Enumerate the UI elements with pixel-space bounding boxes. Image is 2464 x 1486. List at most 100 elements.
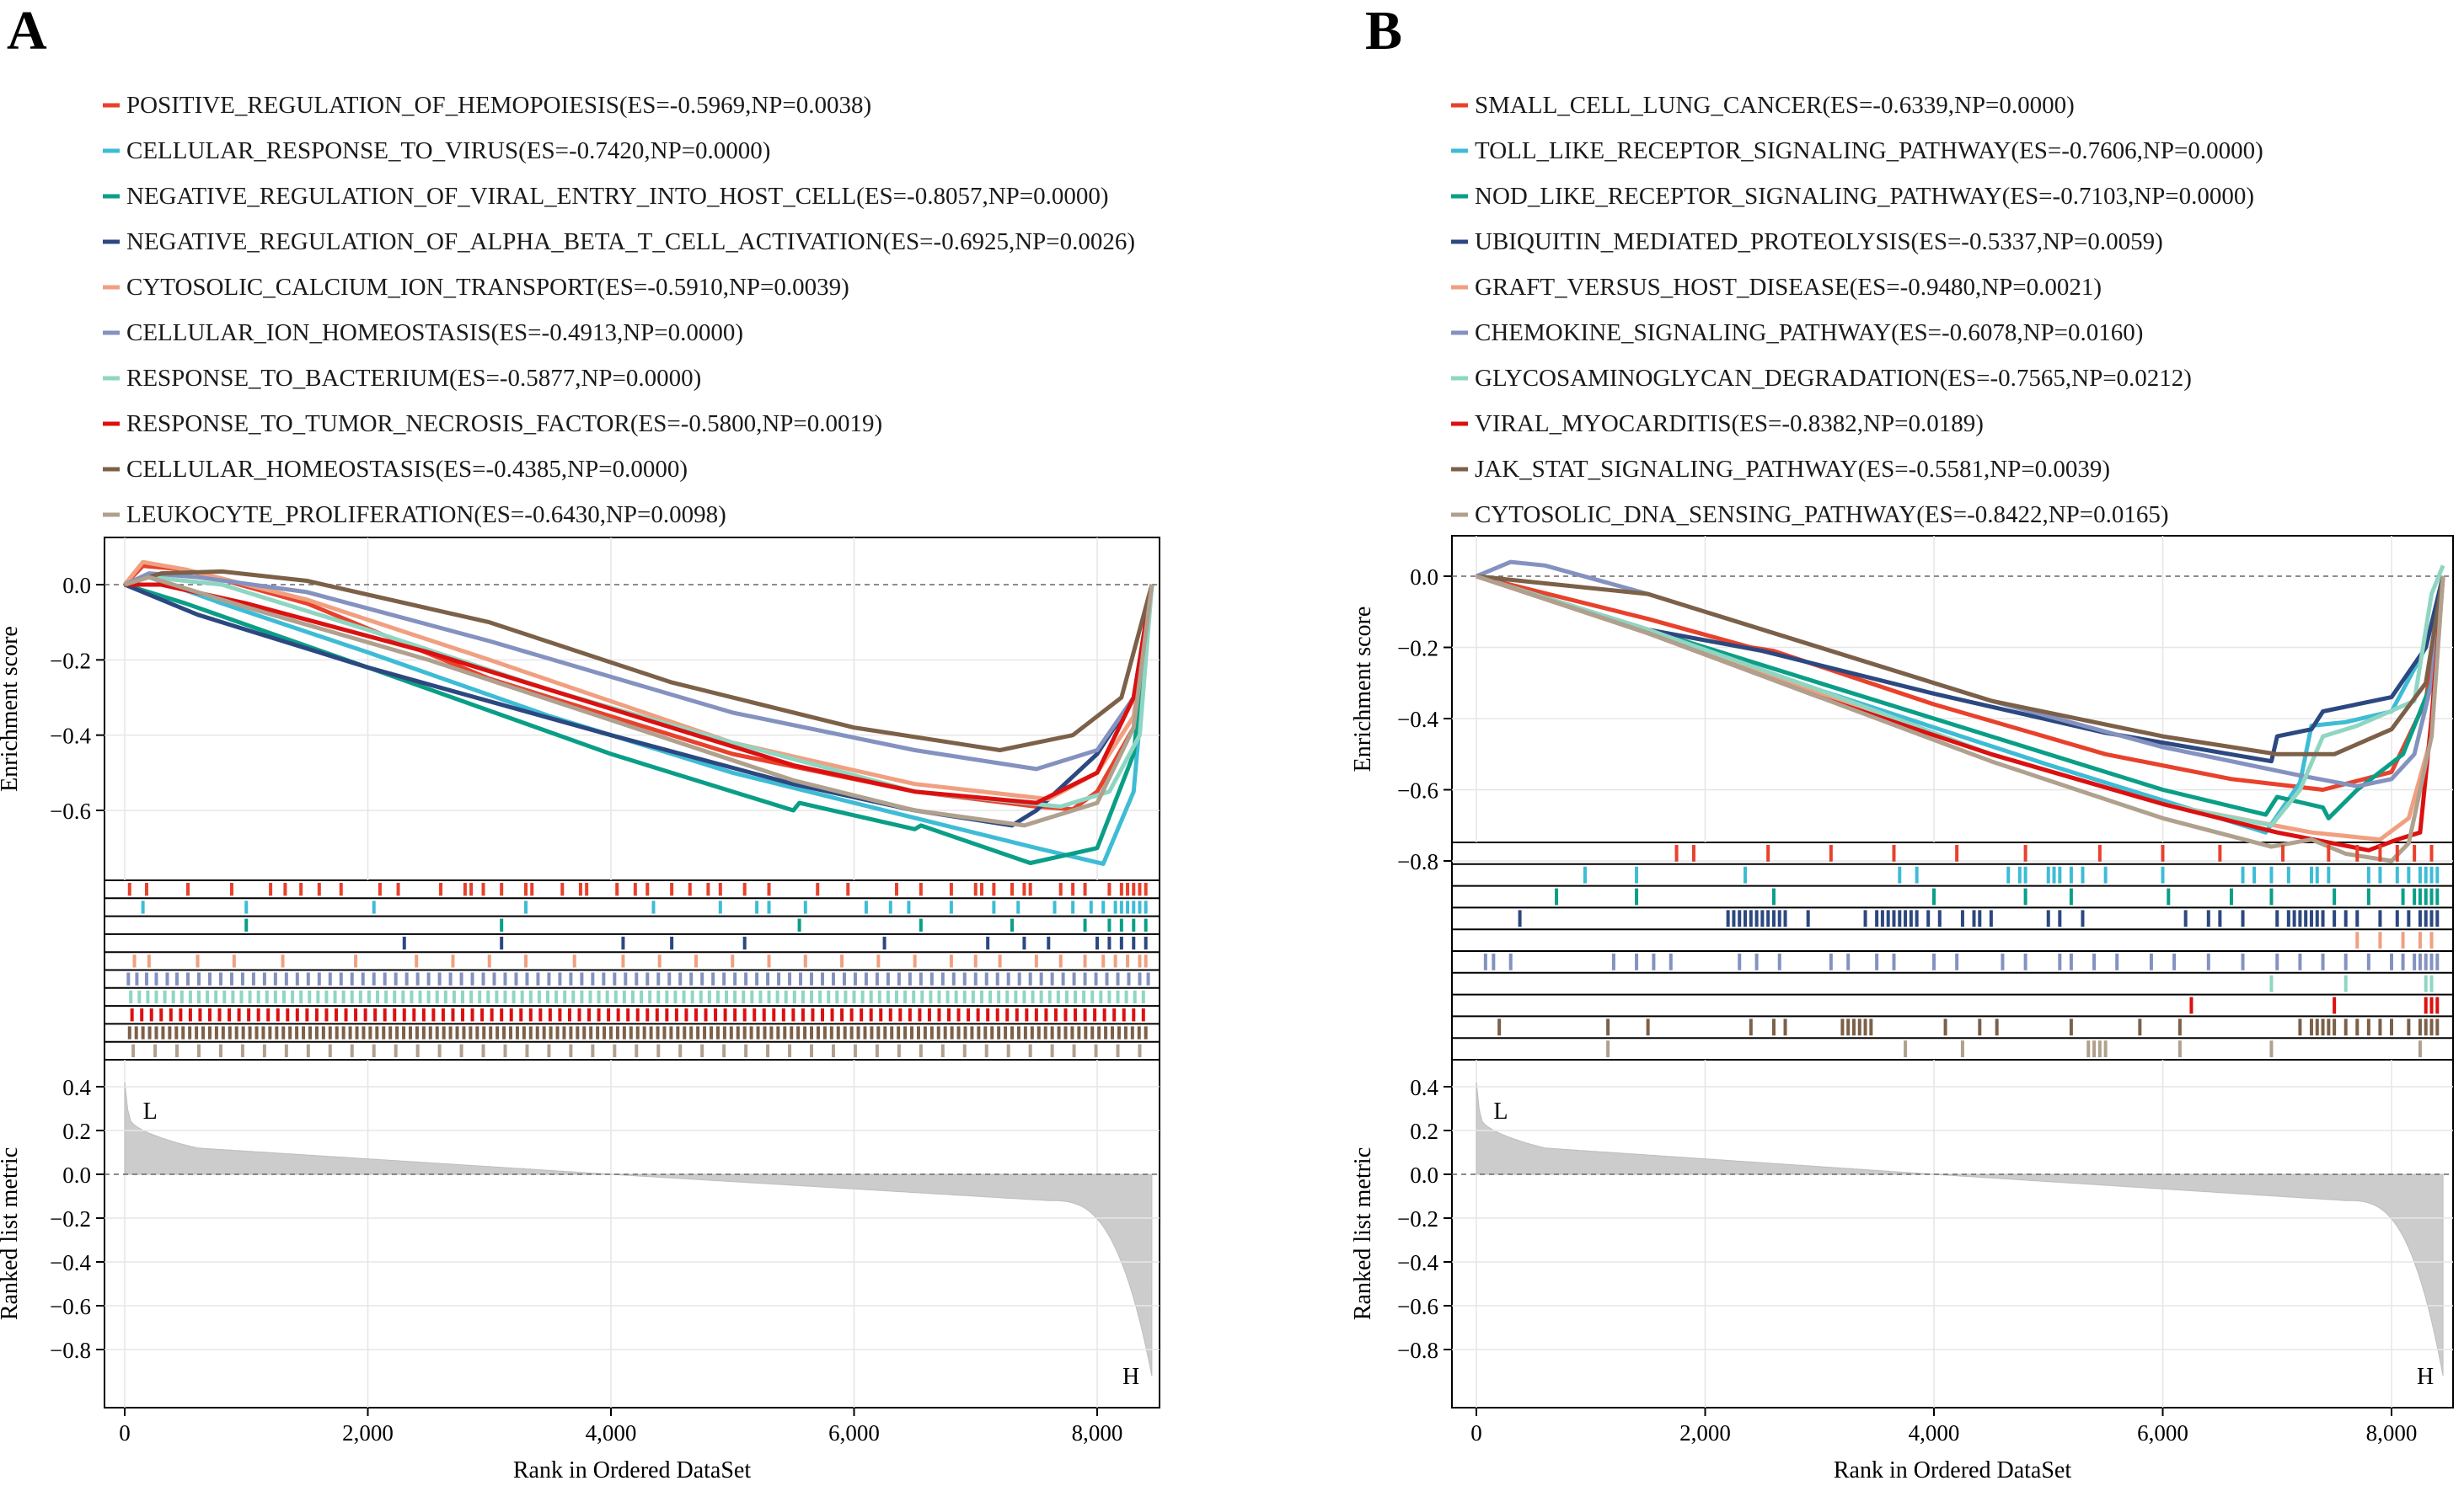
hit-mark-10: [525, 1044, 529, 1057]
hit-mark-8: [898, 1008, 903, 1022]
hit-mark-2: [2315, 866, 2319, 884]
hit-mark-4: [2298, 910, 2302, 927]
hit-mark-6: [2172, 954, 2177, 970]
hit-mark-8: [383, 1008, 387, 1022]
hit-mark-6: [503, 972, 507, 986]
hit-mark-8: [947, 1008, 951, 1022]
hit-mark-2: [1053, 901, 1057, 914]
legend-entry-9: JAK_STAT_SIGNALING_PATHWAY(ES=-0.5581,NP…: [1475, 456, 2110, 483]
hit-mark-9: [1117, 1026, 1121, 1040]
hit-mark-9: [1077, 1026, 1081, 1040]
hit-mark-7: [1133, 990, 1137, 1004]
hit-mark-6: [1028, 972, 1032, 986]
hit-mark-3: [2429, 888, 2434, 906]
hit-mark-2: [1126, 901, 1130, 914]
panel-b: B SMALL_CELL_LUNG_CANCER(ES=-0.6339,NP=0.…: [1350, 0, 2454, 1483]
metric-tick-label: 0.0: [62, 1163, 91, 1188]
hit-mark-9: [929, 1026, 934, 1040]
hit-mark-4: [1783, 910, 1787, 927]
hit-mark-9: [1084, 1026, 1088, 1040]
hit-mark-2: [2378, 866, 2382, 884]
hit-mark-1: [949, 883, 953, 896]
hit-mark-2: [2069, 866, 2073, 884]
hit-mark-7: [656, 990, 661, 1004]
hit-mark-1: [299, 883, 303, 896]
hit-mark-3: [1771, 888, 1776, 906]
hit-mark-1: [2395, 845, 2399, 862]
hit-mark-9: [822, 1026, 827, 1040]
hit-mark-10: [700, 1044, 704, 1057]
hit-mark-5: [621, 954, 625, 968]
hit-mark-9: [956, 1026, 961, 1040]
es-tick-label: 0.0: [1410, 564, 1438, 590]
hit-mark-6: [273, 972, 277, 986]
hit-mark-4: [1749, 910, 1753, 927]
hit-mark-7: [750, 990, 754, 1004]
hit-mark-2: [803, 901, 807, 914]
hit-mark-9: [810, 1026, 814, 1040]
hit-mark-9: [2407, 1018, 2411, 1036]
hit-mark-10: [744, 1044, 748, 1057]
hit-mark-2: [244, 901, 249, 914]
hit-mark-8: [849, 1008, 854, 1022]
hit-mark-6: [251, 972, 255, 986]
hit-mark-8: [470, 1008, 474, 1022]
hit-mark-8: [393, 1008, 397, 1022]
hit-mark-9: [1104, 1026, 1108, 1040]
hit-mark-7: [580, 990, 584, 1004]
hit-mark-1: [1022, 883, 1026, 896]
hit-mark-8: [665, 1008, 669, 1022]
hit-mark-8: [188, 1008, 192, 1022]
hit-mark-3: [1555, 888, 1559, 906]
legend: POSITIVE_REGULATION_OF_HEMOPOIESIS(ES=-0…: [103, 92, 1135, 528]
hit-mark-10: [962, 1044, 967, 1057]
hit-mark-6: [1669, 954, 1673, 970]
hit-mark-4: [621, 936, 625, 950]
hit-mark-9: [435, 1026, 439, 1040]
es-curve-4: [1476, 574, 2445, 764]
hit-mark-9: [910, 1026, 914, 1040]
hit-mark-8: [2429, 997, 2434, 1014]
hit-mark-7: [648, 990, 652, 1004]
legend-entry-3: NOD_LIKE_RECEPTOR_SIGNALING_PATHWAY(ES=-…: [1475, 183, 2254, 210]
hit-mark-9: [1070, 1026, 1074, 1040]
metric-tick-label: −0.2: [1397, 1206, 1438, 1232]
hit-mark-6: [2275, 954, 2279, 970]
hit-mark-9: [843, 1026, 847, 1040]
hit-mark-9: [1050, 1026, 1054, 1040]
hit-mark-8: [500, 1008, 504, 1022]
hit-mark-8: [354, 1008, 358, 1022]
hit-mark-6: [1061, 972, 1065, 986]
hit-mark-9: [1606, 1018, 1610, 1036]
hit-mark-1: [1010, 883, 1015, 896]
hit-mark-9: [248, 1026, 252, 1040]
hit-mark-7: [410, 990, 414, 1004]
hit-mark-6: [229, 972, 233, 986]
legend-entry-7: GLYCOSAMINOGLYCAN_DEGRADATION(ES=-0.7565…: [1475, 365, 2192, 392]
hit-mark-1: [463, 883, 467, 896]
hit-mark-10: [328, 1044, 332, 1057]
hit-mark-7: [401, 990, 405, 1004]
hit-mark-1: [500, 883, 504, 896]
hit-mark-6: [755, 972, 759, 986]
metric-tick-label: −0.2: [50, 1206, 91, 1232]
hit-mark-9: [1004, 1026, 1008, 1040]
hit-mark-9: [582, 1026, 587, 1040]
hit-mark-7: [758, 990, 763, 1004]
hit-mark-9: [254, 1026, 259, 1040]
hit-mark-6: [558, 972, 562, 986]
hit-mark-6: [711, 972, 715, 986]
hit-mark-8: [1132, 1008, 1136, 1022]
hit-mark-4: [1904, 910, 1908, 927]
hit-mark-7: [308, 990, 312, 1004]
hit-mark-1: [919, 883, 923, 896]
hit-mark-9: [662, 1026, 667, 1040]
hit-mark-5: [973, 954, 978, 968]
x-tick-label: 6,000: [828, 1420, 880, 1446]
hit-mark-9: [469, 1026, 473, 1040]
hit-mark-7: [775, 990, 779, 1004]
hit-mark-10: [722, 1044, 726, 1057]
hit-mark-9: [1863, 1018, 1867, 1036]
hit-mark-5: [840, 954, 844, 968]
hit-mark-7: [469, 990, 474, 1004]
